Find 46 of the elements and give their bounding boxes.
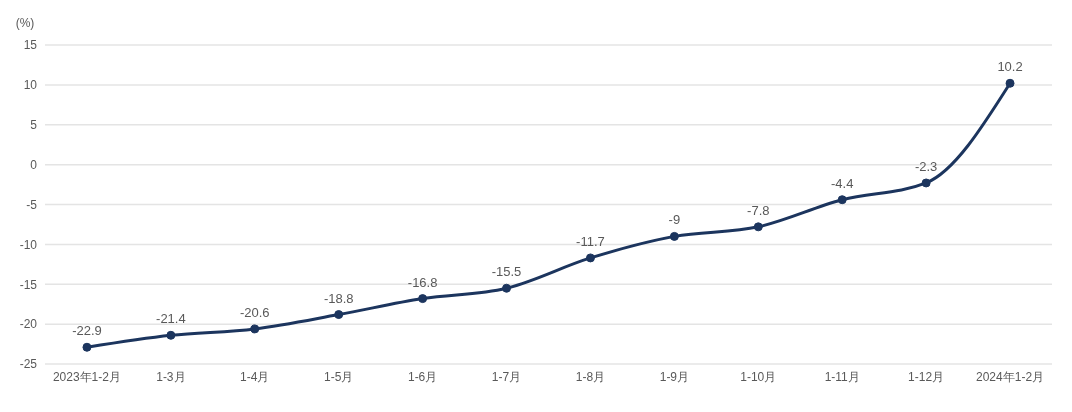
x-tick-label: 1-11月	[824, 369, 860, 384]
point	[334, 310, 344, 320]
y-tick-label: 5	[30, 118, 38, 133]
point	[82, 342, 92, 352]
x-tick-label: 1-8月	[575, 369, 606, 384]
x-tick-label: 1-12月	[908, 369, 945, 384]
point	[669, 231, 679, 241]
y-tick-label: 0	[30, 157, 38, 172]
y-tick-label: -15	[19, 277, 38, 292]
point	[1005, 78, 1015, 88]
point	[250, 324, 260, 334]
x-tick-label: 2023年1-2月	[52, 369, 121, 384]
data-label: -18.8	[323, 290, 354, 306]
data-label: -2.3	[914, 158, 938, 174]
y-tick-label: -25	[19, 357, 38, 372]
y-tick-label: -5	[26, 197, 38, 212]
point	[418, 294, 428, 304]
point	[921, 178, 931, 188]
point	[585, 253, 595, 263]
point	[166, 330, 176, 340]
data-label: 10.2	[997, 59, 1023, 75]
data-label: -11.7	[576, 233, 605, 249]
data-label: -7.8	[747, 202, 770, 218]
data-label: -16.8	[407, 274, 438, 290]
data-label: -20.6	[239, 304, 270, 320]
x-tick-label: 1-4月	[240, 369, 270, 384]
x-tick-label: 1-10月	[740, 369, 777, 384]
data-label: -9	[668, 212, 681, 228]
data-label: -21.4	[156, 311, 186, 327]
y-tick-label: 10	[23, 78, 38, 93]
y-axis-title: (%)	[15, 16, 35, 30]
y-tick-label: -10	[19, 237, 38, 252]
data-label: -22.9	[72, 323, 102, 339]
x-tick-label: 1-3月	[156, 369, 186, 384]
data-label: -4.4	[831, 175, 854, 191]
point	[753, 222, 763, 232]
x-tick-label: 1-7月	[491, 369, 522, 384]
y-tick-label: -20	[19, 317, 38, 332]
x-tick-label: 1-6月	[407, 369, 438, 384]
point	[837, 195, 847, 205]
x-tick-label: 2024年1-2月	[976, 369, 1045, 384]
x-tick-label: 1-9月	[659, 369, 690, 384]
x-tick-label: 1-5月	[324, 369, 354, 384]
y-tick-label: 15	[23, 38, 38, 53]
point	[502, 283, 512, 293]
data-label: -15.5	[491, 264, 522, 280]
